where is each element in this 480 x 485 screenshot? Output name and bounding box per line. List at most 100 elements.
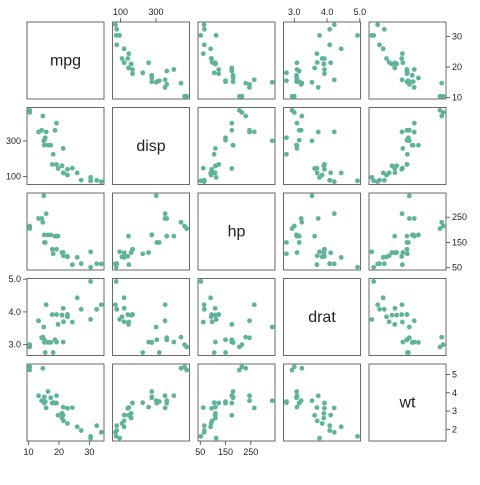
point [162, 85, 168, 90]
point [440, 342, 446, 348]
point [60, 305, 66, 311]
point [198, 433, 204, 439]
point [65, 312, 70, 317]
point [114, 428, 120, 433]
point [40, 365, 46, 371]
point [327, 428, 333, 433]
point [392, 170, 398, 176]
point [291, 93, 297, 99]
point [182, 342, 187, 348]
point [322, 253, 327, 259]
point [338, 46, 344, 52]
panel-frame [368, 21, 447, 100]
point [130, 67, 135, 72]
point [399, 262, 405, 268]
point [60, 170, 66, 176]
point [406, 138, 412, 144]
point [284, 399, 289, 404]
point [98, 302, 104, 308]
point [223, 337, 228, 343]
point [114, 306, 120, 312]
point [209, 319, 215, 325]
point [146, 404, 151, 410]
point [294, 67, 300, 72]
point [36, 393, 41, 399]
point [69, 262, 75, 268]
point [209, 418, 215, 424]
point [243, 365, 249, 371]
point [121, 305, 127, 311]
point [74, 424, 80, 430]
point [312, 65, 318, 71]
point [410, 79, 416, 85]
tick-label: 4.0 [321, 7, 334, 17]
point [375, 302, 381, 308]
point [355, 32, 360, 38]
panel-frame [112, 192, 190, 271]
point [54, 162, 59, 167]
point [399, 51, 405, 57]
point [314, 60, 320, 65]
point [229, 127, 235, 133]
point [154, 337, 160, 343]
point [314, 405, 320, 411]
point [296, 240, 302, 245]
point [88, 178, 94, 184]
point [146, 60, 151, 66]
point [294, 142, 300, 148]
point [113, 279, 119, 284]
tick-label: 4.0 [8, 307, 21, 317]
point [355, 178, 360, 184]
panel-frame [26, 363, 105, 442]
point [369, 32, 375, 38]
point [400, 339, 406, 345]
point [399, 253, 405, 259]
point [41, 142, 47, 148]
tick-label: 4 [452, 388, 457, 398]
point [211, 350, 217, 355]
tick-label: 5.0 [8, 274, 21, 284]
point [317, 32, 322, 38]
point [314, 51, 320, 57]
point [399, 129, 405, 135]
point [42, 350, 48, 355]
panel-frame [283, 278, 361, 356]
point [216, 162, 222, 167]
point [41, 324, 47, 330]
point [328, 412, 334, 418]
panel-frame [197, 192, 276, 271]
point [331, 22, 337, 28]
point [392, 166, 398, 171]
point [381, 177, 387, 183]
point [314, 418, 320, 424]
point [114, 261, 120, 267]
point [392, 321, 398, 327]
point [315, 129, 321, 135]
point [298, 127, 304, 133]
point [121, 319, 127, 325]
point [55, 233, 61, 239]
point [416, 232, 421, 238]
point [65, 405, 70, 411]
point [371, 279, 377, 284]
point [208, 295, 214, 301]
point [74, 170, 80, 176]
point [381, 306, 387, 312]
point [153, 193, 159, 199]
point [126, 262, 132, 268]
point [50, 251, 56, 257]
point [209, 405, 215, 411]
point [211, 400, 217, 406]
point [27, 223, 33, 229]
point [309, 193, 315, 199]
point [216, 400, 222, 406]
point [52, 127, 58, 133]
point [411, 233, 417, 239]
tick-label: 20 [452, 62, 462, 72]
point [49, 400, 55, 406]
point [328, 250, 334, 256]
point [247, 85, 252, 90]
variable-label: wt [399, 395, 417, 412]
point [43, 211, 49, 217]
point [61, 319, 66, 325]
